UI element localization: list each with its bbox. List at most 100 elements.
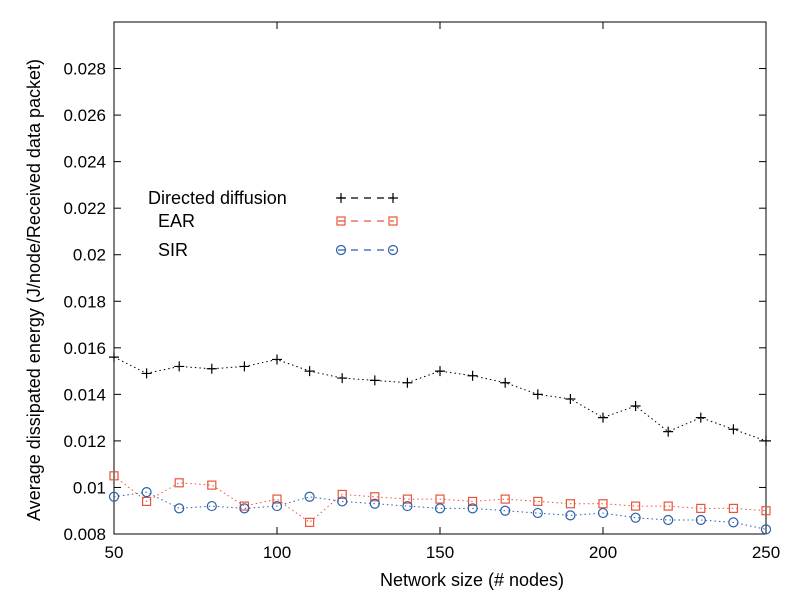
data-point-directed-diffusion bbox=[174, 361, 185, 372]
y-tick-label: 0.026 bbox=[63, 106, 106, 125]
legend-marker bbox=[335, 244, 347, 256]
data-point-sir bbox=[695, 514, 706, 526]
data-point-sir bbox=[532, 507, 543, 519]
y-tick-label: 0.014 bbox=[63, 385, 106, 404]
data-point-sir bbox=[369, 498, 380, 509]
data-point-ear bbox=[207, 480, 217, 490]
y-tick-label: 0.028 bbox=[63, 60, 106, 79]
data-point-sir bbox=[597, 507, 609, 519]
data-point-ear bbox=[305, 517, 315, 527]
x-axis-label: Network size (# nodes) bbox=[380, 570, 564, 590]
data-point-directed-diffusion bbox=[532, 389, 543, 400]
data-point-sir bbox=[206, 500, 217, 512]
data-point-sir bbox=[141, 487, 152, 498]
legend-marker bbox=[388, 193, 398, 203]
data-point-sir bbox=[434, 503, 446, 514]
y-tick-label: 0.024 bbox=[63, 153, 106, 172]
data-point-directed-diffusion bbox=[369, 375, 380, 386]
y-tick-label: 0.016 bbox=[63, 339, 106, 358]
y-tick-label: 0.018 bbox=[63, 292, 106, 311]
data-point-ear bbox=[533, 496, 543, 507]
data-point-sir bbox=[467, 503, 478, 514]
data-point-ear bbox=[663, 501, 673, 511]
data-point-ear bbox=[435, 494, 445, 504]
data-point-directed-diffusion bbox=[565, 394, 576, 405]
y-tick-label: 0.008 bbox=[63, 525, 106, 544]
legend-marker bbox=[388, 216, 398, 226]
data-point-directed-diffusion bbox=[728, 424, 739, 435]
x-tick-label: 100 bbox=[263, 543, 291, 562]
data-point-directed-diffusion bbox=[337, 373, 348, 384]
data-point-directed-diffusion bbox=[435, 366, 445, 377]
data-point-ear bbox=[696, 503, 706, 513]
data-point-directed-diffusion bbox=[761, 435, 771, 446]
data-point-sir bbox=[728, 517, 739, 528]
data-point-directed-diffusion bbox=[239, 361, 250, 372]
legend-marker bbox=[336, 193, 346, 203]
data-point-sir bbox=[174, 503, 185, 514]
data-point-sir bbox=[271, 500, 283, 512]
data-point-ear bbox=[239, 501, 249, 511]
plot-frame bbox=[113, 21, 767, 535]
data-point-directed-diffusion bbox=[598, 412, 608, 423]
y-axis-label: Average dissipated energy (J/node/Receiv… bbox=[24, 59, 44, 521]
data-point-ear bbox=[174, 478, 184, 488]
data-point-ear bbox=[370, 492, 380, 502]
data-point-directed-diffusion bbox=[663, 426, 674, 437]
series-line-directed-diffusion bbox=[113, 356, 767, 442]
series-directed-diffusion bbox=[109, 352, 771, 446]
legend-marker bbox=[336, 216, 346, 226]
data-point-directed-diffusion bbox=[402, 377, 413, 388]
data-point-directed-diffusion bbox=[272, 354, 282, 365]
y-tick-label: 0.01 bbox=[73, 478, 106, 497]
series-line-sir bbox=[113, 491, 767, 530]
data-point-sir bbox=[663, 514, 674, 526]
y-tick-label: 0.012 bbox=[63, 432, 106, 451]
data-point-ear bbox=[500, 494, 510, 504]
x-tick-label: 50 bbox=[105, 543, 124, 562]
data-point-directed-diffusion bbox=[467, 370, 478, 381]
x-tick-label: 150 bbox=[426, 543, 454, 562]
y-tick-label: 0.02 bbox=[73, 246, 106, 265]
data-point-ear bbox=[565, 499, 576, 509]
data-point-directed-diffusion bbox=[695, 412, 706, 423]
legend-label: EAR bbox=[158, 211, 195, 231]
legend-label: Directed diffusion bbox=[148, 188, 287, 208]
data-point-sir bbox=[760, 524, 772, 535]
x-tick-label: 250 bbox=[752, 543, 780, 562]
data-point-sir bbox=[565, 510, 576, 521]
y-tick-label: 0.022 bbox=[63, 199, 106, 218]
data-point-ear bbox=[142, 496, 152, 507]
data-point-directed-diffusion bbox=[630, 401, 641, 411]
data-point-sir bbox=[402, 500, 413, 512]
data-point-ear bbox=[402, 494, 412, 504]
data-point-directed-diffusion bbox=[141, 368, 152, 379]
data-point-ear bbox=[728, 503, 739, 513]
legend-label: SIR bbox=[158, 240, 188, 260]
data-point-directed-diffusion bbox=[304, 366, 315, 377]
data-point-ear bbox=[761, 506, 771, 516]
data-point-sir bbox=[500, 505, 511, 516]
legend: Directed diffusion EAR SIR bbox=[148, 188, 399, 260]
data-point-ear bbox=[337, 489, 347, 500]
data-point-sir bbox=[337, 496, 348, 507]
data-point-sir bbox=[239, 503, 250, 514]
legend-marker bbox=[387, 244, 399, 256]
data-point-ear bbox=[468, 496, 478, 507]
data-point-sir bbox=[630, 512, 641, 523]
data-point-directed-diffusion bbox=[206, 363, 217, 374]
series-sir bbox=[108, 487, 772, 535]
data-point-directed-diffusion bbox=[500, 377, 511, 388]
series-layer bbox=[108, 352, 772, 535]
axis-ticks: 50 100 150 200 250 0.008 0.01 0.012 0.014 0.016 0.… bbox=[63, 22, 780, 562]
data-point-ear bbox=[598, 499, 608, 509]
data-point-sir bbox=[304, 491, 315, 502]
data-point-directed-diffusion bbox=[109, 352, 119, 363]
data-point-ear bbox=[272, 494, 282, 504]
data-point-ear bbox=[630, 501, 641, 511]
data-point-sir bbox=[108, 491, 120, 502]
x-tick-label: 200 bbox=[589, 543, 617, 562]
data-point-ear bbox=[109, 471, 119, 481]
series-line-ear bbox=[113, 475, 767, 524]
